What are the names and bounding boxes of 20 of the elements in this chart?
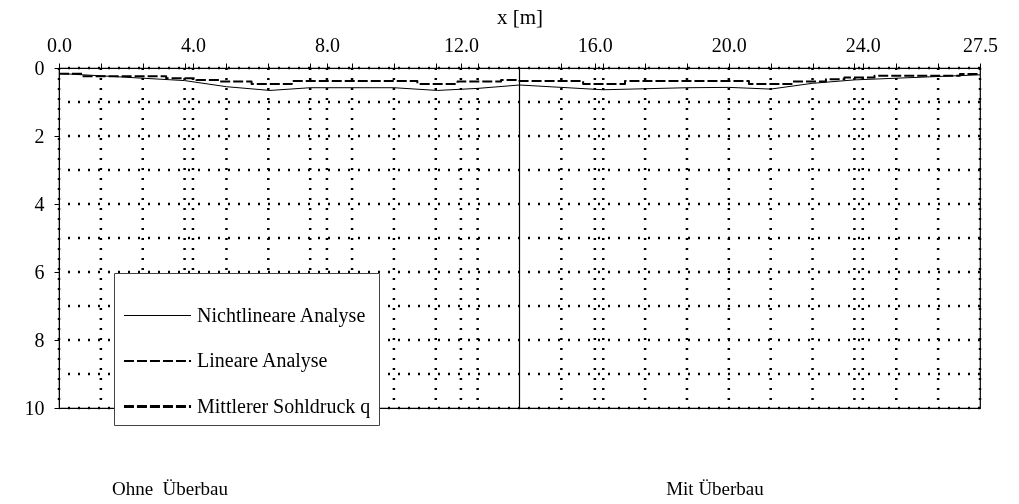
x-tick-label: 27.5 [963, 33, 998, 56]
y-tick-label: 10 [24, 396, 45, 419]
x-tick-label: 12.0 [443, 33, 479, 56]
x-tick-label: 4.0 [180, 33, 206, 56]
x-tick-label: 20.0 [711, 33, 747, 56]
text: Ohne Überbau [111, 478, 229, 500]
legend-label: Lineare Analyse [197, 349, 328, 372]
x-axis-title: x [m] [496, 4, 544, 29]
y-tick-label: 2 [34, 124, 45, 147]
y-tick-label: 4 [34, 192, 45, 215]
x-tick-label: 0.0 [47, 33, 72, 56]
x-tick-label: 8.0 [314, 33, 340, 56]
text: Mit Überbau [666, 478, 764, 500]
y-tick-label: 6 [34, 260, 45, 283]
x-tick-label: 16.0 [577, 33, 613, 56]
x-tick-label: 24.0 [845, 33, 881, 56]
y-tick-label: 0 [34, 56, 45, 79]
legend-label: Nichtlineare Analyse [197, 303, 366, 327]
y-tick-label: 8 [34, 328, 45, 351]
legend-label: Mittlerer Sohldruck q [197, 394, 371, 418]
